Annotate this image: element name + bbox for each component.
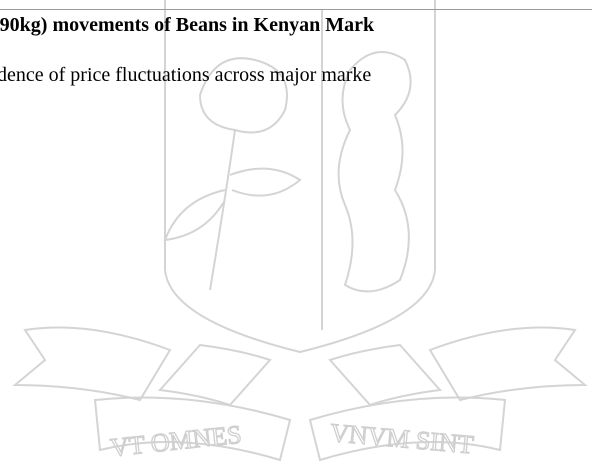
motto-right: VNVM SINT xyxy=(329,418,475,459)
rose-stem xyxy=(210,130,235,290)
body-text: dence of price fluctuations across major… xyxy=(0,64,371,87)
lion xyxy=(339,52,411,291)
banner-right xyxy=(330,328,585,406)
motto-left: VT OMNES xyxy=(109,420,243,463)
page: VT OMNES VNVM SINT (90kg) movements of B… xyxy=(0,0,592,468)
rose-leaves xyxy=(165,169,300,240)
banner-left xyxy=(15,328,270,406)
header-rule xyxy=(0,9,592,10)
heading: (90kg) movements of Beans in Kenyan Mark xyxy=(0,14,374,37)
